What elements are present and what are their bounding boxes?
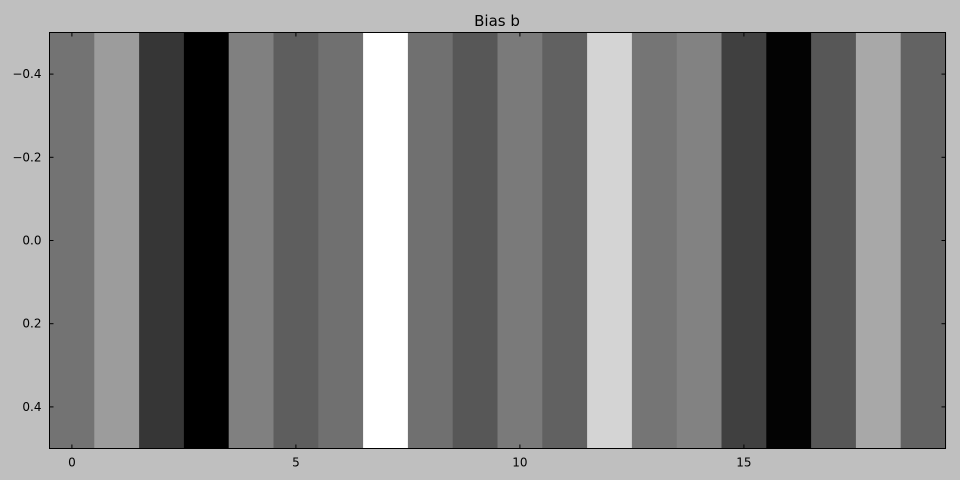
axes-frame — [49, 32, 946, 449]
heatmap-cell-13 — [631, 32, 678, 449]
heatmap-cell-1 — [94, 32, 140, 449]
y-tick-label-3: 0.2 — [22, 317, 41, 331]
heatmap-cell-19 — [900, 32, 947, 449]
heatmap-cell-8 — [407, 32, 454, 449]
x-tick-label-2: 10 — [512, 456, 527, 470]
heatmap-cells — [49, 32, 947, 449]
heatmap-cell-16 — [766, 32, 812, 449]
axis-tick-labels: 0 5 10 15 −0.4 −0.2 0.0 0.2 0.4 — [12, 67, 751, 469]
y-tick-label-1: −0.2 — [12, 150, 41, 164]
x-tick-label-3: 15 — [736, 456, 751, 470]
y-tick-label-0: −0.4 — [12, 67, 41, 81]
heatmap-cell-15 — [721, 32, 767, 449]
y-tick-label-2: 0.0 — [22, 234, 41, 248]
heatmap-cell-5 — [273, 32, 319, 449]
chart-title: Bias b — [474, 12, 520, 30]
heatmap-cell-0 — [49, 32, 95, 449]
heatmap-cell-3 — [183, 32, 230, 449]
heatmap-cell-18 — [855, 32, 902, 449]
x-tick-label-0: 0 — [68, 456, 76, 470]
heatmap-cell-9 — [452, 32, 499, 449]
heatmap-cell-17 — [811, 32, 857, 449]
heatmap-cell-11 — [542, 32, 588, 449]
heatmap-cell-6 — [318, 32, 364, 449]
x-tick-label-1: 5 — [292, 456, 300, 470]
heatmap-cell-2 — [139, 32, 185, 449]
heatmap-cell-12 — [587, 32, 633, 449]
axis-ticks — [49, 32, 946, 449]
y-tick-label-4: 0.4 — [22, 400, 41, 414]
heatmap-cell-7 — [363, 32, 409, 449]
heatmap-cell-10 — [497, 32, 543, 449]
heatmap-cell-14 — [676, 32, 723, 449]
heatmap-cell-4 — [228, 32, 275, 449]
